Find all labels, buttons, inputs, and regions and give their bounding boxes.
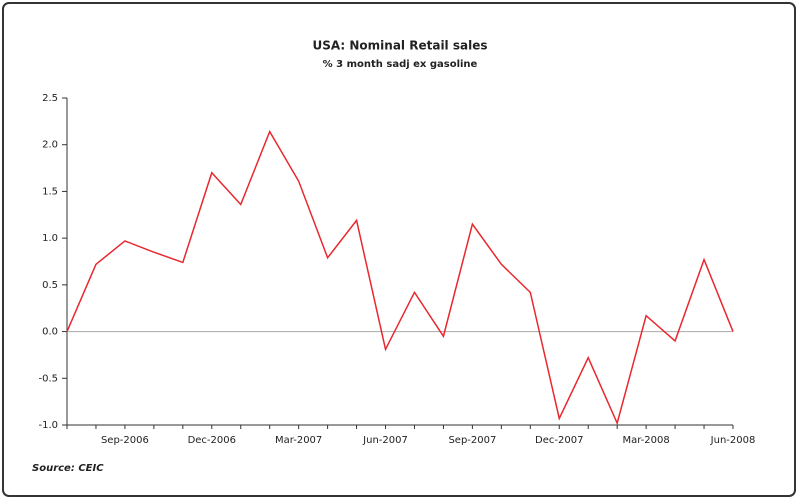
- x-tick-label: Jun-2008: [710, 435, 756, 446]
- y-tick-label: 2.5: [42, 93, 58, 104]
- line: [66, 129, 734, 426]
- y-tick-label: 0.0: [42, 327, 58, 338]
- x-tick-label: Mar-2008: [622, 435, 669, 446]
- source: Source: CEIC: [32, 463, 104, 474]
- x-tick-label: Dec-2007: [535, 435, 583, 446]
- chart-subtitle: % 3 month sadj ex gasoline: [323, 59, 478, 70]
- y-tick-label: 0.5: [42, 280, 58, 291]
- x-tick-label: Dec-2006: [188, 435, 236, 446]
- x-tick-label: Sep-2006: [101, 435, 149, 446]
- x-tick-label: Mar-2007: [275, 435, 322, 446]
- chart-title: USA: Nominal Retail sales: [313, 39, 488, 53]
- y-tick-label: -1.0: [38, 420, 58, 431]
- y-tick-label: -0.5: [38, 373, 58, 384]
- y-tick-label: 2.0: [42, 140, 58, 151]
- x-tick-label: Sep-2007: [448, 435, 496, 446]
- y-tick-label: 1.0: [42, 233, 58, 244]
- x-tick-label: Jun-2007: [362, 435, 408, 446]
- y-tick-label: 1.5: [42, 186, 58, 197]
